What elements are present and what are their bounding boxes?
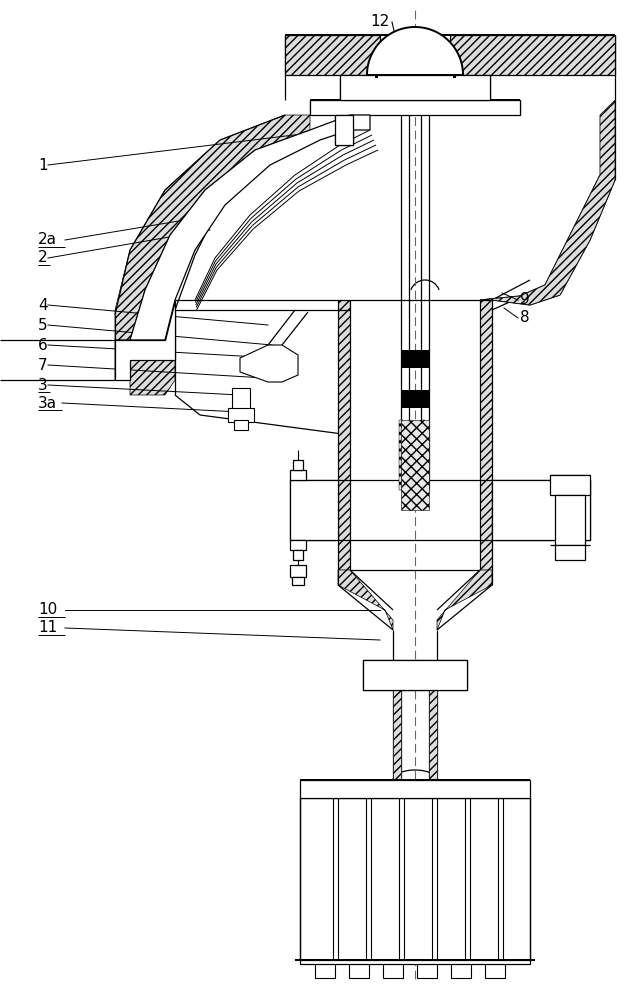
Bar [290,470,306,480]
Text: 2a: 2a [38,232,57,247]
Bar [232,388,250,410]
Bar [290,565,306,577]
Bar [293,460,303,470]
Bar [290,540,306,550]
Polygon shape [340,75,490,100]
Polygon shape [115,115,310,340]
Bar [393,690,401,780]
Bar [383,960,403,978]
Bar [421,420,425,490]
Text: 3a: 3a [38,395,57,410]
Bar [401,420,429,510]
Bar [234,420,248,430]
Bar [451,960,471,978]
Polygon shape [480,300,492,570]
Text: 1: 1 [38,157,47,172]
Bar [349,960,369,978]
Text: 8: 8 [520,310,530,326]
Text: 12: 12 [370,14,389,29]
Bar [401,350,429,368]
Text: 6: 6 [38,338,47,353]
Polygon shape [375,74,378,78]
Polygon shape [240,345,298,382]
Bar [401,390,429,408]
Text: 10: 10 [38,602,57,617]
Bar [417,960,437,978]
Polygon shape [338,300,350,570]
Polygon shape [450,35,615,75]
Polygon shape [367,27,463,75]
Polygon shape [338,570,393,630]
Bar [292,577,304,585]
Polygon shape [480,100,615,305]
Bar [300,960,530,964]
Bar [550,475,590,495]
Bar [228,408,254,422]
Text: 3: 3 [38,377,47,392]
Bar [315,960,335,978]
Bar [300,780,530,798]
Bar [555,545,585,560]
Polygon shape [290,480,338,540]
Text: 7: 7 [38,358,47,372]
Bar [300,798,530,960]
Polygon shape [453,74,456,78]
Polygon shape [115,340,175,395]
Polygon shape [437,570,492,630]
Bar [335,115,353,145]
Polygon shape [115,300,175,380]
Text: 4: 4 [38,298,47,312]
Bar [399,420,403,490]
Polygon shape [310,100,520,115]
Bar [555,495,585,545]
Polygon shape [492,480,590,540]
Text: 2: 2 [38,250,47,265]
Text: 5: 5 [38,318,47,332]
Text: 9: 9 [520,292,530,308]
Polygon shape [285,35,380,75]
Text: 11: 11 [38,620,57,636]
Polygon shape [130,115,370,340]
Bar [429,690,437,780]
Bar [485,960,505,978]
Bar [293,550,303,560]
Polygon shape [363,660,467,690]
